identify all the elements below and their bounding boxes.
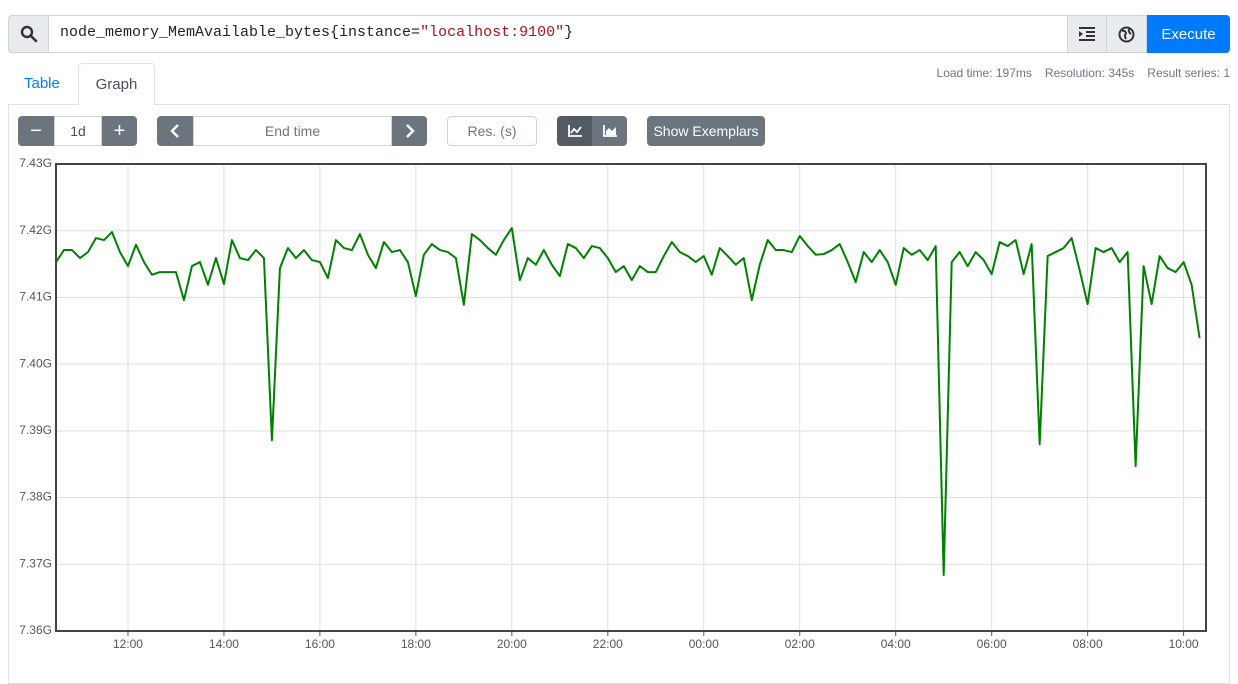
search-glyph xyxy=(20,25,37,43)
y-tick-label: 7.42G xyxy=(19,223,52,237)
x-tick-label: 12:00 xyxy=(113,637,143,651)
y-tick-label: 7.37G xyxy=(19,556,52,570)
exemplars-button[interactable]: Show Exemplars xyxy=(647,116,765,146)
end-prev[interactable] xyxy=(157,116,193,146)
result-series: Result series: 1 xyxy=(1147,66,1230,80)
range-plus[interactable]: + xyxy=(102,116,137,146)
query-close: } xyxy=(564,24,574,41)
format-button[interactable] xyxy=(1067,15,1107,53)
table-tab[interactable]: Table xyxy=(24,75,60,92)
line-chart-toggle[interactable] xyxy=(557,116,592,146)
range-input[interactable]: 1d xyxy=(54,116,102,146)
line-glyph xyxy=(567,125,582,137)
end-next[interactable] xyxy=(392,116,427,146)
res-input[interactable]: Res. (s) xyxy=(447,116,537,146)
y-tick-label: 7.43G xyxy=(19,156,52,170)
stats: Load time: 197ms Resolution: 345s Result… xyxy=(937,66,1230,80)
x-tick-label: 18:00 xyxy=(401,637,431,651)
area-glyph xyxy=(602,125,617,137)
resolution: Resolution: 345s xyxy=(1044,66,1135,80)
chevron-left xyxy=(170,124,179,138)
execute-button[interactable]: Execute xyxy=(1147,15,1230,53)
x-tick-label: 06:00 xyxy=(977,637,1007,651)
search-icon xyxy=(8,15,49,53)
y-tick-label: 7.36G xyxy=(19,623,52,637)
query-value: "localhost:9100" xyxy=(420,24,565,41)
globe-glyph xyxy=(1118,26,1135,42)
graph-tab[interactable]: Graph xyxy=(78,63,155,105)
x-tick-label: 02:00 xyxy=(785,637,815,651)
y-tick-label: 7.39G xyxy=(19,423,52,437)
x-tick-label: 14:00 xyxy=(209,637,239,651)
y-tick-label: 7.40G xyxy=(19,356,52,370)
x-tick-label: 22:00 xyxy=(593,637,623,651)
stacked-chart-toggle[interactable] xyxy=(592,116,627,146)
query-metric: node_memory_MemAvailable_bytes{instance= xyxy=(60,24,421,41)
series-line xyxy=(55,227,1201,576)
x-tick-label: 00:00 xyxy=(689,637,719,651)
x-tick-label: 04:00 xyxy=(881,637,911,651)
x-tick-label: 16:00 xyxy=(305,637,335,651)
end-time-input[interactable]: End time xyxy=(193,116,392,146)
load-time: Load time: 197ms xyxy=(936,66,1032,80)
x-tick-label: 10:00 xyxy=(1169,637,1199,651)
plot-frame xyxy=(55,163,1207,632)
format-glyph xyxy=(1079,27,1095,41)
x-tick-label: 08:00 xyxy=(1073,637,1103,651)
x-tick-label: 20:00 xyxy=(497,637,527,651)
y-tick-label: 7.41G xyxy=(19,290,52,304)
range-minus[interactable]: − xyxy=(18,116,54,146)
chevron-right xyxy=(405,124,415,138)
explorer-button[interactable] xyxy=(1106,15,1147,53)
query-input[interactable]: node_memory_MemAvailable_bytes{instance=… xyxy=(60,24,573,44)
y-tick-label: 7.38G xyxy=(19,490,52,504)
